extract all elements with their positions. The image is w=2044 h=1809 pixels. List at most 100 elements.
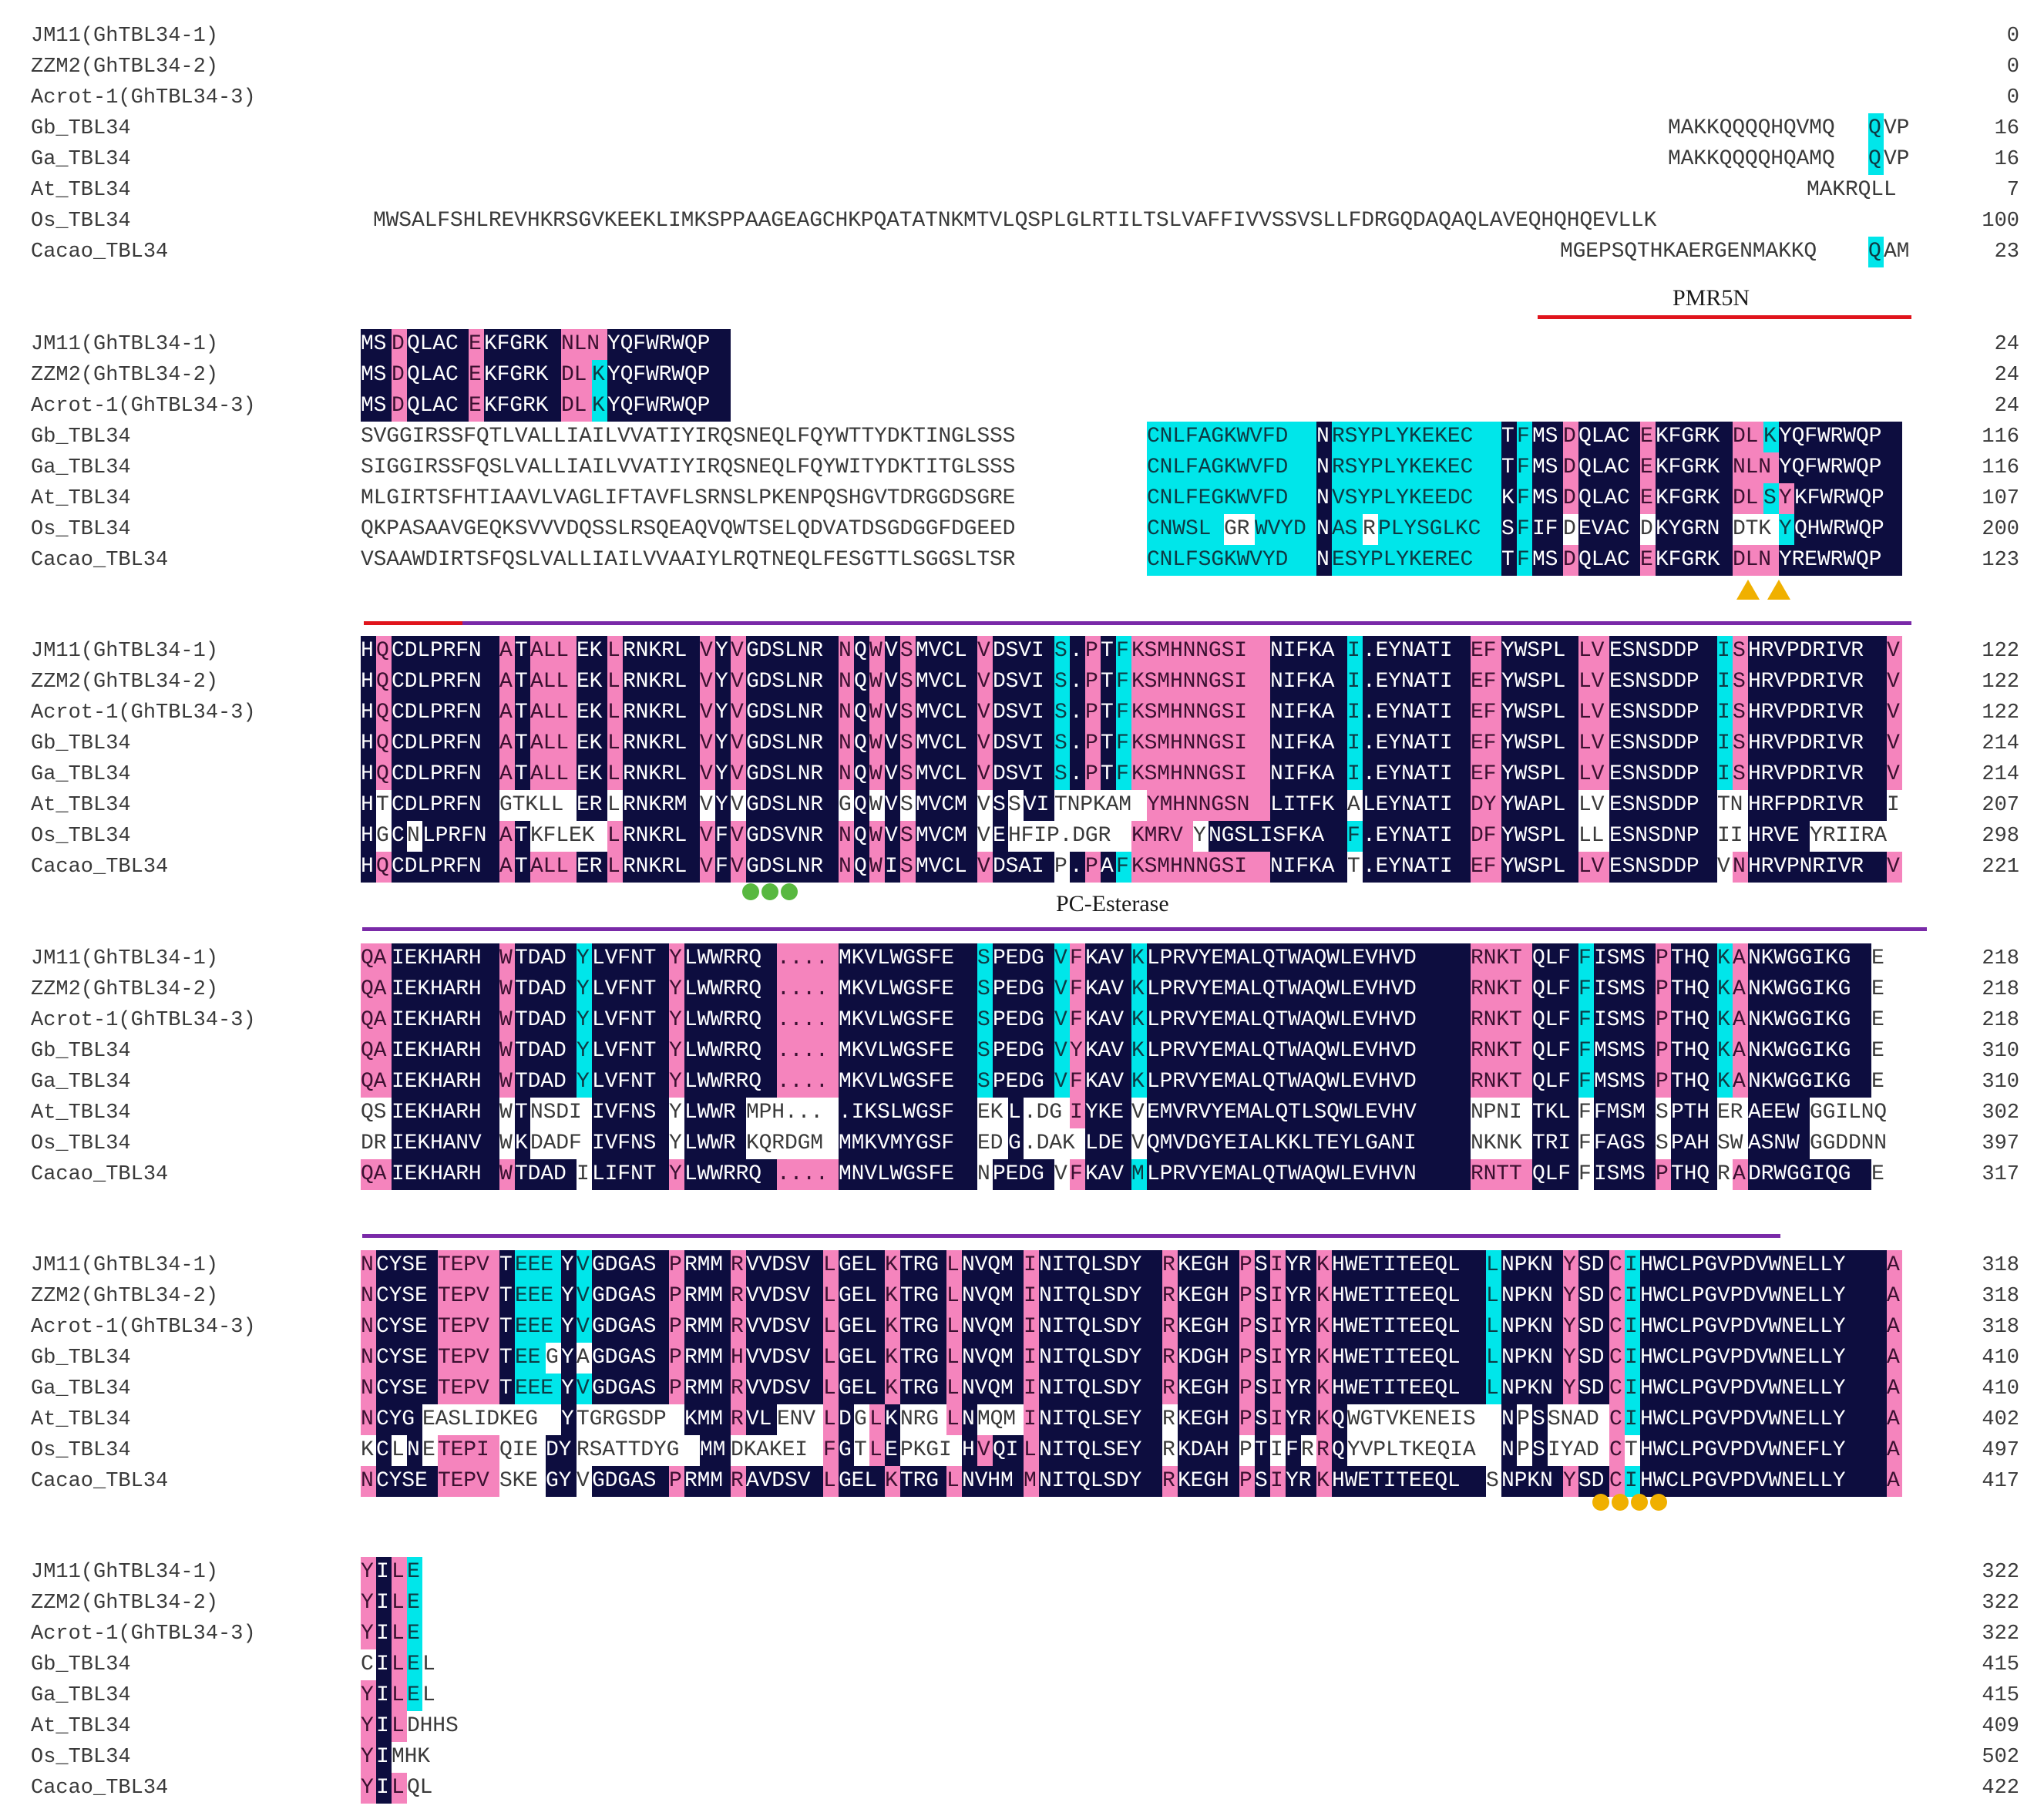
residue-run: ALL <box>530 852 577 883</box>
sequence-name: Acrot-1(GhTBL34-3) <box>31 1009 256 1032</box>
residue-run: NPKN <box>1501 1343 1563 1374</box>
residue-run: MAKKQQQQHQAMQ <box>1668 147 1835 171</box>
residue-run: I <box>1024 1281 1039 1312</box>
residue-run: RNKRL <box>623 852 700 883</box>
residue-run: NIFKA <box>1270 728 1347 759</box>
sequence-row: Os_TBL34 DR IEKHANV W K DADF IVFNS Y LWWR KQRDGM M… <box>0 1128 2044 1159</box>
residue-run: F <box>1070 1005 1085 1036</box>
residue-run: QA <box>361 1159 392 1190</box>
residue-count: 397 <box>1982 1132 2019 1155</box>
residue-run: MS <box>1532 483 1563 514</box>
residue-run: IEKHARH <box>392 1067 499 1098</box>
conserved-site-triangle-1 <box>1736 580 1760 600</box>
sequence-row: ZZM2(GhTBL34-2) QA IEKHARH W TDAD Y LVFNT Y LWWR… <box>0 974 2044 1005</box>
residue-run: NPKN <box>1501 1312 1563 1343</box>
residue-run: P <box>1085 852 1101 883</box>
residue-run: TDAD <box>515 1005 577 1036</box>
residue-run: V <box>577 1469 590 1493</box>
residue-run: A <box>499 852 515 883</box>
residue-run: VP <box>1884 147 1910 171</box>
residue-run: Y <box>669 1005 684 1036</box>
residue-run: KAV <box>1085 974 1131 1005</box>
residue-run: YR <box>1286 1343 1316 1374</box>
residue-run: TRG <box>900 1312 946 1343</box>
sequence-residues: H Q CDLPRFN A T ALL EK L RNKRL V Y V GDSLNR N Q W V S MVCL… <box>361 698 1902 728</box>
sequence-residues: VSAAWDIRTSFQSLVALLIAILVVAAIYLRQTNEQLFESG… <box>361 545 1902 576</box>
sequence-residues: MS D QLAC E KFGRK NLN YQFWRWQP <box>361 329 731 360</box>
residue-run: S <box>1255 1374 1270 1404</box>
residue-run: L <box>946 1343 962 1374</box>
residue-run: EEE <box>515 1312 561 1343</box>
residue-run: GDSLNR <box>746 790 839 821</box>
residue-run: ESNSDDP <box>1609 852 1717 883</box>
residue-run: .... <box>777 1036 839 1067</box>
residue-run: NIFKA <box>1270 759 1347 790</box>
residue-run: D <box>1563 483 1578 514</box>
residue-count: 410 <box>1982 1377 2019 1400</box>
residue-run: V <box>731 793 744 817</box>
residue-run: V <box>731 636 746 667</box>
sequence-row: Gb_TBL34 C I L E L 415 <box>0 1649 2044 1680</box>
sequence-residues: MGEPSQTHKAERGENMAKKQ Q AM <box>1560 237 1915 267</box>
residue-run: K <box>1717 943 1733 974</box>
residue-run: HWCLPGVPDVWNELLY <box>1640 1250 1887 1281</box>
residue-run: MGEPSQTHKAERGENMAKKQ <box>1560 240 1817 264</box>
residue-run: I <box>376 1557 392 1588</box>
residue-run: ISMS <box>1594 974 1656 1005</box>
residue-run: A <box>577 1346 590 1370</box>
residue-run: EK <box>577 698 607 728</box>
residue-run: V <box>731 852 746 883</box>
residue-run: EK <box>577 636 607 667</box>
residue-count: 116 <box>1982 425 2019 449</box>
residue-run: .IKSLWGSF <box>839 1098 977 1128</box>
residue-count: 402 <box>1982 1408 2019 1431</box>
residue-count: 298 <box>1982 825 2019 848</box>
residue-run: Y <box>1193 824 1206 848</box>
residue-run: Y <box>561 1374 577 1404</box>
sequence-row: Os_TBL34 Y I MHK 502 <box>0 1742 2044 1773</box>
residue-run: N <box>361 1404 376 1435</box>
residue-run: K <box>1717 1067 1733 1098</box>
residue-run: Y <box>561 1404 577 1435</box>
residue-run: KSMHNNGSI <box>1131 667 1270 698</box>
residue-run: P <box>669 1343 684 1374</box>
residue-run: NIFKA <box>1270 667 1347 698</box>
residue-run: Q <box>1332 1435 1347 1466</box>
residue-run: H <box>962 1435 977 1466</box>
residue-run: K <box>885 1312 900 1343</box>
sequence-name: Acrot-1(GhTBL34-3) <box>31 86 256 109</box>
residue-run: V <box>1887 636 1902 667</box>
residue-run: S <box>1733 728 1748 759</box>
residue-run: MHK <box>392 1745 430 1769</box>
residue-run: M <box>1131 1159 1147 1190</box>
residue-run: E <box>422 1438 435 1462</box>
residue-run: TRG <box>900 1250 946 1281</box>
residue-run: MLGIRTSFHTIAAVLVAGLIFTAVFLSRNSLPKENPQSHG… <box>361 486 1016 510</box>
residue-run: LPRFN <box>422 821 499 852</box>
residue-run: DSVI <box>993 698 1054 728</box>
residue-run: KAV <box>1085 943 1131 974</box>
pc-esterase-domain-bar <box>362 927 1927 931</box>
conserved-site-triangle-2 <box>1767 580 1790 600</box>
residue-run: KAV <box>1085 1067 1131 1098</box>
residue-run: ENV <box>777 1407 815 1431</box>
residue-run: IEKHARH <box>392 943 499 974</box>
residue-run: PLYSGLKC <box>1378 514 1501 545</box>
residue-run: E <box>1640 545 1656 576</box>
residue-run: Y <box>715 636 731 667</box>
residue-count: 0 <box>2006 86 2019 109</box>
residue-run: KSMHNNGSI <box>1131 728 1270 759</box>
residue-run: N <box>361 1312 376 1343</box>
residue-run: .EYNATI <box>1363 821 1471 852</box>
residue-run: SW <box>1717 1131 1743 1155</box>
residue-run: F <box>1116 759 1131 790</box>
residue-run: TRG <box>900 1281 946 1312</box>
residue-run: A <box>1347 793 1360 817</box>
residue-run: N <box>1316 483 1332 514</box>
sequence-name: At_TBL34 <box>31 1715 131 1738</box>
residue-run: W <box>869 636 885 667</box>
residue-run: L <box>946 1312 962 1343</box>
residue-run: MQM <box>977 1407 1016 1431</box>
